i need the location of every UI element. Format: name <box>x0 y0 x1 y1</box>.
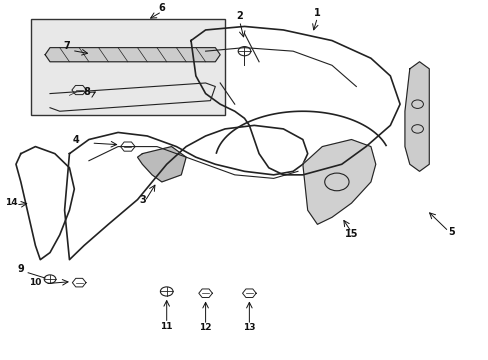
Text: 14: 14 <box>5 198 18 207</box>
FancyBboxPatch shape <box>30 19 224 115</box>
Text: 2: 2 <box>236 12 243 21</box>
Text: 7: 7 <box>63 41 70 51</box>
Text: 13: 13 <box>243 323 255 332</box>
Text: 15: 15 <box>344 229 358 239</box>
Polygon shape <box>45 48 220 62</box>
Polygon shape <box>404 62 428 171</box>
Text: 10: 10 <box>29 278 41 287</box>
Text: 1: 1 <box>313 8 320 18</box>
Text: 9: 9 <box>18 264 24 274</box>
Text: 3: 3 <box>139 195 145 205</box>
Polygon shape <box>137 147 186 182</box>
Text: 12: 12 <box>199 323 211 332</box>
Text: 6: 6 <box>158 3 165 13</box>
Text: 4: 4 <box>72 135 79 145</box>
Text: 5: 5 <box>448 227 454 237</box>
Polygon shape <box>302 140 375 224</box>
Text: 11: 11 <box>160 321 173 330</box>
Text: 8: 8 <box>83 87 90 97</box>
